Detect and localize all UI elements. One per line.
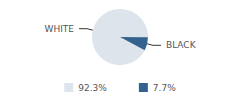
- svg-text:WHITE: WHITE: [45, 24, 75, 34]
- svg-text:92.3%: 92.3%: [78, 83, 107, 93]
- svg-text:BLACK: BLACK: [166, 40, 197, 50]
- svg-text:7.7%: 7.7%: [153, 83, 176, 93]
